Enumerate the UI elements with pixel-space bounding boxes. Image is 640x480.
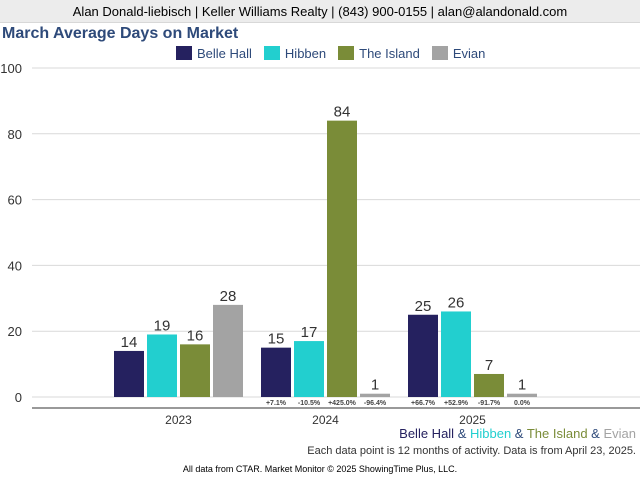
bar-belle-hall-2023 <box>114 350 144 397</box>
chart-title: March Average Days on Market <box>2 25 239 42</box>
value-label-the-island-2023: 16 <box>187 327 204 344</box>
footer-note: Each data point is 12 months of activity… <box>307 445 636 457</box>
footer-source: All data from CTAR. Market Monitor © 202… <box>182 464 458 474</box>
chart-legend: Belle Hall Hibben The Island Evian <box>176 44 497 62</box>
legend-swatch-the-island <box>338 46 355 60</box>
footer-legend-the-island: The Island <box>526 426 588 441</box>
legend-item-belle-hall: Belle Hall <box>176 46 252 61</box>
legend-label-evian: Evian <box>452 45 486 61</box>
change-label-evian-2024: -96.4% <box>364 400 387 407</box>
legend-swatch-belle-hall <box>176 46 192 60</box>
bar-hibben-2025 <box>441 311 471 397</box>
legend-label-the-island: The Island <box>359 45 420 61</box>
change-label-belle-hall-2025: +66.7% <box>411 400 436 407</box>
value-label-belle-hall-2025: 25 <box>415 298 432 315</box>
x-tick-label-2025: 2025 <box>459 413 486 427</box>
footer-legend-evian: Evian <box>603 426 636 441</box>
y-tick-label-40: 40 <box>8 258 22 273</box>
y-tick-label-20: 20 <box>8 324 22 339</box>
y-tick-label-60: 60 <box>8 193 22 208</box>
change-label-hibben-2025: +52.9% <box>444 400 469 407</box>
change-label-the-island-2024: +425.0% <box>328 400 357 407</box>
footer-legend-separator: & <box>587 426 604 441</box>
change-label-evian-2025: 0.0% <box>514 400 531 407</box>
legend-label-hibben: Hibben <box>284 45 327 61</box>
legend-swatch-hibben <box>263 46 280 60</box>
bar-evian-2024 <box>360 393 390 397</box>
value-label-the-island-2025: 7 <box>485 357 493 374</box>
bar-hibben-2023 <box>147 334 177 397</box>
y-tick-label-0: 0 <box>15 390 22 405</box>
value-label-evian-2025: 1 <box>518 377 526 394</box>
y-tick-label-80: 80 <box>8 127 22 142</box>
legend-label-belle-hall: Belle Hall <box>197 45 252 61</box>
x-tick-label-2024: 2024 <box>312 413 339 427</box>
bar-hibben-2024 <box>294 341 324 397</box>
bar-belle-hall-2024 <box>261 347 291 397</box>
bar-the-island-2023 <box>180 344 210 397</box>
value-label-the-island-2024: 84 <box>334 104 351 121</box>
value-label-belle-hall-2024: 15 <box>268 331 285 348</box>
change-label-the-island-2025: -91.7% <box>478 400 501 407</box>
value-label-hibben-2023: 19 <box>154 317 171 334</box>
footer-legend-hibben: Hibben <box>469 426 512 441</box>
legend-swatch-evian <box>431 46 448 60</box>
footer-series-legend: Belle Hall & Hibben & The Island & Evian <box>399 426 636 441</box>
change-label-belle-hall-2024: +7.1% <box>266 400 287 407</box>
value-label-belle-hall-2023: 14 <box>121 334 138 351</box>
header-bar: Alan Donald-liebisch | Keller Williams R… <box>0 0 640 23</box>
change-label-hibben-2024: -10.5% <box>298 400 321 407</box>
value-label-hibben-2024: 17 <box>301 324 318 341</box>
bar-evian-2023 <box>213 304 243 397</box>
value-label-hibben-2025: 26 <box>448 294 465 311</box>
value-label-evian-2023: 28 <box>220 288 237 305</box>
legend-item-the-island: The Island <box>338 46 420 61</box>
footer-legend-separator: & <box>454 426 470 441</box>
header-contact-text: Alan Donald-liebisch | Keller Williams R… <box>72 4 568 19</box>
bar-evian-2025 <box>507 393 537 397</box>
value-label-evian-2024: 1 <box>371 377 379 394</box>
y-tick-label-100: 100 <box>0 61 22 76</box>
footer-legend-belle-hall: Belle Hall <box>399 426 455 441</box>
x-tick-label-2023: 2023 <box>165 413 192 427</box>
bar-the-island-2025 <box>474 373 504 397</box>
bar-the-island-2024 <box>327 120 357 397</box>
footer-legend-separator: & <box>511 426 527 441</box>
legend-item-hibben: Hibben <box>263 45 327 61</box>
legend-item-evian: Evian <box>431 45 486 61</box>
bar-belle-hall-2025 <box>408 314 438 397</box>
